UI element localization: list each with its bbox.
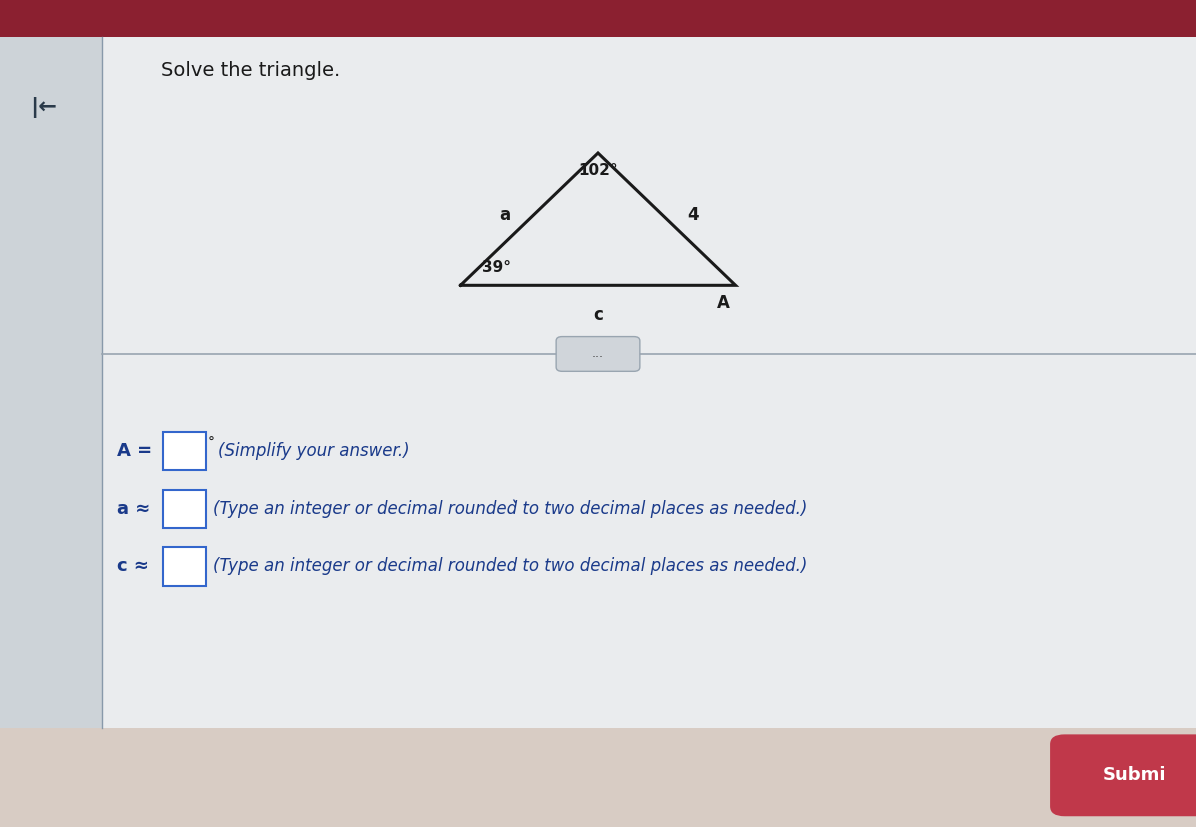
Text: a ≈: a ≈ [117,500,151,518]
Text: (Simplify your answer.): (Simplify your answer.) [218,442,409,460]
Bar [102,37,1196,728]
Bar [0,0,1196,37]
Bar [0,728,1196,827]
Text: (Type an integer or decimal rounded to two decimal places as needed.): (Type an integer or decimal rounded to t… [213,557,807,576]
Text: 39°: 39° [482,261,511,275]
FancyBboxPatch shape [1050,734,1196,816]
FancyBboxPatch shape [163,547,206,586]
Text: a: a [500,206,511,224]
Text: A =: A = [117,442,152,460]
Text: c: c [593,306,603,324]
Text: |←: |← [30,97,56,118]
Bar [0,37,102,728]
Text: ...: ... [592,347,604,361]
Text: A: A [718,294,730,312]
Text: Solve the triangle.: Solve the triangle. [161,61,341,79]
Text: 4: 4 [688,206,698,224]
FancyBboxPatch shape [556,337,640,371]
Text: °: ° [208,436,215,449]
Text: (Type an integer or decimal rounded̀ to two decimal places as needed.): (Type an integer or decimal rounded̀ to … [213,500,807,518]
Text: c ≈: c ≈ [117,557,150,576]
Text: 102°: 102° [578,163,618,178]
FancyBboxPatch shape [163,432,206,470]
FancyBboxPatch shape [163,490,206,528]
Text: Submi: Submi [1103,766,1166,784]
